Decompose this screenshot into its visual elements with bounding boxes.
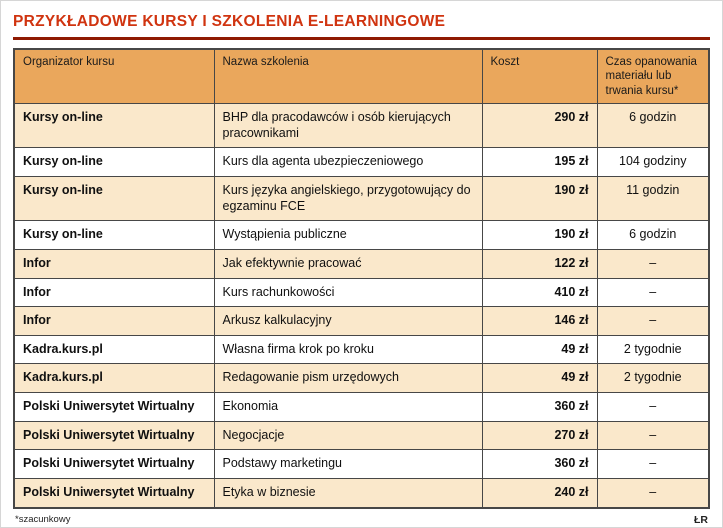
table-row: Polski Uniwersytet Wirtualny Negocjacje 27… <box>13 420 710 451</box>
table-body: Kursy on-line BHP dla pracodawców i osób … <box>13 103 710 509</box>
cost-cell: 240 zł <box>481 477 598 509</box>
organizer-cell: Kursy on-line <box>13 147 215 177</box>
table-row: Kursy on-line Kurs języka angielskiego, p… <box>13 175 710 222</box>
table-row: Infor Jak efektywnie pracować 122 zł – <box>13 248 710 279</box>
table-row: Infor Arkusz kalkulacyjny 146 zł – <box>13 306 710 336</box>
cost-cell: 190 zł <box>481 220 598 250</box>
organizer-cell: Kursy on-line <box>13 175 215 222</box>
organizer-cell: Polski Uniwersytet Wirtualny <box>13 477 215 509</box>
header-row: Organizator kursu Nazwa szkolenia Koszt … <box>13 48 710 105</box>
duration-cell: – <box>596 449 710 479</box>
course-name-cell: Etyka w biznesie <box>213 477 483 509</box>
duration-cell: – <box>596 420 710 451</box>
course-name-cell: Wystąpienia publiczne <box>213 220 483 250</box>
cost-cell: 360 zł <box>481 449 598 479</box>
course-name-cell: Negocjacje <box>213 420 483 451</box>
organizer-cell: Polski Uniwersytet Wirtualny <box>13 420 215 451</box>
duration-cell: 6 godzin <box>596 103 710 149</box>
column-header-duration: Czas opanowania materiału lub trwania ku… <box>596 48 710 105</box>
column-header-organizer: Organizator kursu <box>13 48 215 105</box>
table-row: Polski Uniwersytet Wirtualny Podstawy mar… <box>13 449 710 479</box>
course-name-cell: Redagowanie pism urzędowych <box>213 363 483 393</box>
cost-cell: 360 zł <box>481 392 598 422</box>
cost-cell: 290 zł <box>481 103 598 149</box>
table-row: Polski Uniwersytet Wirtualny Etyka w bizn… <box>13 477 710 509</box>
cost-cell: 122 zł <box>481 248 598 279</box>
cost-cell: 195 zł <box>481 147 598 177</box>
course-name-cell: Podstawy marketingu <box>213 449 483 479</box>
table-row: Kadra.kurs.pl Redagowanie pism urzędowych… <box>13 363 710 393</box>
course-name-cell: Kurs rachunkowości <box>213 277 483 308</box>
cost-cell: 146 zł <box>481 306 598 336</box>
table-row: Infor Kurs rachunkowości 410 zł – <box>13 277 710 308</box>
organizer-cell: Polski Uniwersytet Wirtualny <box>13 392 215 422</box>
organizer-cell: Polski Uniwersytet Wirtualny <box>13 449 215 479</box>
title-rule <box>13 37 710 40</box>
organizer-cell: Infor <box>13 306 215 336</box>
course-name-cell: Kurs języka angielskiego, przygotowujący… <box>213 175 483 222</box>
cost-cell: 410 zł <box>481 277 598 308</box>
course-name-cell: Kurs dla agenta ubezpieczeniowego <box>213 147 483 177</box>
duration-cell: 6 godzin <box>596 220 710 250</box>
duration-cell: – <box>596 477 710 509</box>
organizer-cell: Kadra.kurs.pl <box>13 334 215 365</box>
author-credit: ŁR <box>694 513 708 526</box>
duration-cell: – <box>596 392 710 422</box>
course-name-cell: BHP dla pracodawców i osób kierujących p… <box>213 103 483 149</box>
duration-cell: 2 tygodnie <box>596 334 710 365</box>
table-row: Kursy on-line Kurs dla agenta ubezpieczen… <box>13 147 710 177</box>
course-name-cell: Arkusz kalkulacyjny <box>213 306 483 336</box>
duration-cell: – <box>596 248 710 279</box>
table-row: Polski Uniwersytet Wirtualny Ekonomia 360 … <box>13 392 710 422</box>
cost-cell: 270 zł <box>481 420 598 451</box>
duration-cell: 2 tygodnie <box>596 363 710 393</box>
column-header-cost: Koszt <box>481 48 598 105</box>
table-row: Kursy on-line Wystąpienia publiczne 190 zł… <box>13 220 710 250</box>
course-name-cell: Własna firma krok po kroku <box>213 334 483 365</box>
column-header-course-name: Nazwa szkolenia <box>213 48 483 105</box>
duration-cell: 11 godzin <box>596 175 710 222</box>
cost-cell: 49 zł <box>481 334 598 365</box>
cost-cell: 190 zł <box>481 175 598 222</box>
duration-cell: 104 godziny <box>596 147 710 177</box>
footnote: *szacunkowy <box>15 513 71 525</box>
course-name-cell: Ekonomia <box>213 392 483 422</box>
table-row: Kursy on-line BHP dla pracodawców i osób … <box>13 103 710 149</box>
duration-cell: – <box>596 277 710 308</box>
page-title: PRZYKŁADOWE KURSY I SZKOLENIA E-LEARNING… <box>13 13 446 30</box>
course-name-cell: Jak efektywnie pracować <box>213 248 483 279</box>
footer: *szacunkowy ŁR <box>13 514 710 526</box>
organizer-cell: Kursy on-line <box>13 103 215 149</box>
courses-table: Organizator kursu Nazwa szkolenia Koszt … <box>13 48 710 509</box>
organizer-cell: Infor <box>13 248 215 279</box>
organizer-cell: Infor <box>13 277 215 308</box>
duration-cell: – <box>596 306 710 336</box>
table-row: Kadra.kurs.pl Własna firma krok po kroku 4… <box>13 334 710 365</box>
cost-cell: 49 zł <box>481 363 598 393</box>
organizer-cell: Kadra.kurs.pl <box>13 363 215 393</box>
organizer-cell: Kursy on-line <box>13 220 215 250</box>
